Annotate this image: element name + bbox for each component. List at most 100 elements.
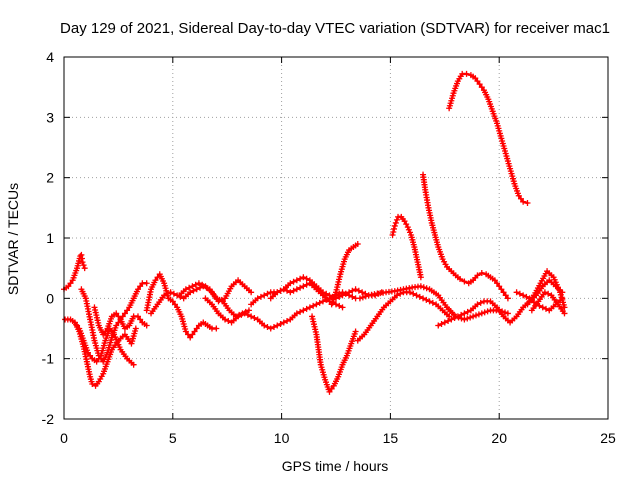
- data-marker: [416, 293, 423, 300]
- data-marker: [170, 290, 177, 297]
- data-point: [476, 81, 483, 88]
- data-marker: [445, 317, 452, 324]
- data-point: [393, 292, 400, 299]
- data-marker: [297, 284, 304, 291]
- data-point: [235, 313, 242, 320]
- data-marker: [87, 352, 94, 359]
- data-marker: [284, 317, 291, 324]
- data-marker: [277, 320, 284, 327]
- data-marker: [192, 281, 199, 288]
- data-marker: [270, 323, 277, 330]
- data-point: [132, 325, 139, 332]
- data-marker: [359, 294, 366, 301]
- data-marker: [297, 275, 304, 282]
- data-marker: [303, 281, 310, 288]
- data-marker: [199, 281, 206, 288]
- y-axis-label: SDTVAR / TECUs: [5, 183, 21, 295]
- data-marker: [362, 293, 369, 300]
- data-marker: [264, 290, 271, 297]
- data-point: [280, 319, 287, 326]
- data-marker: [451, 314, 458, 321]
- data-point: [274, 322, 281, 329]
- data-marker: [137, 283, 144, 290]
- data-point: [539, 304, 546, 311]
- data-point: [435, 322, 442, 329]
- series-track-5: [91, 304, 150, 338]
- y-tick-label: 3: [46, 109, 54, 125]
- data-marker: [403, 221, 410, 228]
- data-marker: [474, 78, 481, 85]
- data-point: [496, 283, 503, 290]
- series-track-17: [420, 171, 511, 302]
- data-point: [339, 304, 346, 311]
- data-point: [500, 289, 507, 296]
- data-point: [213, 325, 220, 332]
- series-track-19: [435, 277, 566, 329]
- data-point: [195, 280, 202, 287]
- y-tick-label: 0: [46, 290, 54, 306]
- data-point: [326, 292, 333, 299]
- data-point: [352, 286, 359, 293]
- data-marker: [137, 316, 144, 323]
- data-point: [167, 289, 174, 296]
- data-point: [93, 358, 100, 365]
- y-tick-label: -1: [42, 351, 55, 367]
- data-marker: [420, 284, 427, 291]
- data-point: [356, 295, 363, 302]
- series-track-13: [328, 241, 361, 308]
- data-marker: [290, 278, 297, 285]
- data-marker: [475, 311, 482, 318]
- data-point: [401, 218, 408, 225]
- data-marker: [458, 311, 465, 318]
- data-marker: [502, 292, 509, 299]
- data-marker: [467, 314, 474, 321]
- data-marker: [494, 280, 501, 287]
- data-point: [420, 295, 427, 302]
- data-marker: [251, 314, 258, 321]
- data-point: [491, 277, 498, 284]
- data-marker: [80, 262, 87, 269]
- data-point: [457, 276, 464, 283]
- data-point: [267, 325, 274, 332]
- data-marker: [124, 307, 131, 314]
- data-marker: [481, 309, 488, 316]
- data-marker: [429, 299, 436, 306]
- data-point: [134, 286, 141, 293]
- data-marker: [244, 311, 251, 318]
- data-point: [293, 277, 300, 284]
- data-marker: [410, 290, 417, 297]
- x-tick-label: 0: [60, 430, 68, 446]
- data-marker: [523, 293, 530, 300]
- data-point: [161, 292, 168, 299]
- data-marker: [310, 302, 317, 309]
- data-marker: [218, 296, 225, 303]
- data-point: [354, 241, 361, 248]
- data-point: [143, 280, 150, 287]
- data-point: [504, 310, 511, 317]
- data-marker: [97, 355, 104, 362]
- data-point: [417, 274, 424, 281]
- data-point: [504, 295, 511, 302]
- data-point: [306, 304, 313, 311]
- data-point: [287, 289, 294, 296]
- data-point: [193, 286, 200, 293]
- data-marker: [193, 325, 200, 332]
- data-point: [541, 289, 548, 296]
- data-marker: [189, 331, 196, 338]
- data-point: [326, 388, 333, 395]
- data-point: [293, 286, 300, 293]
- series-track-1: [61, 251, 88, 293]
- data-marker: [392, 219, 399, 226]
- data-point: [413, 292, 420, 299]
- y-tick-label: -2: [42, 411, 55, 427]
- data-marker: [323, 290, 330, 297]
- data-marker: [342, 290, 349, 297]
- chart-title: Day 129 of 2021, Sidereal Day-to-day VTE…: [60, 20, 610, 37]
- data-point: [274, 289, 281, 296]
- series-track-8: [176, 277, 255, 305]
- data-marker: [336, 302, 343, 309]
- data-point: [293, 310, 300, 317]
- data-marker: [67, 280, 74, 287]
